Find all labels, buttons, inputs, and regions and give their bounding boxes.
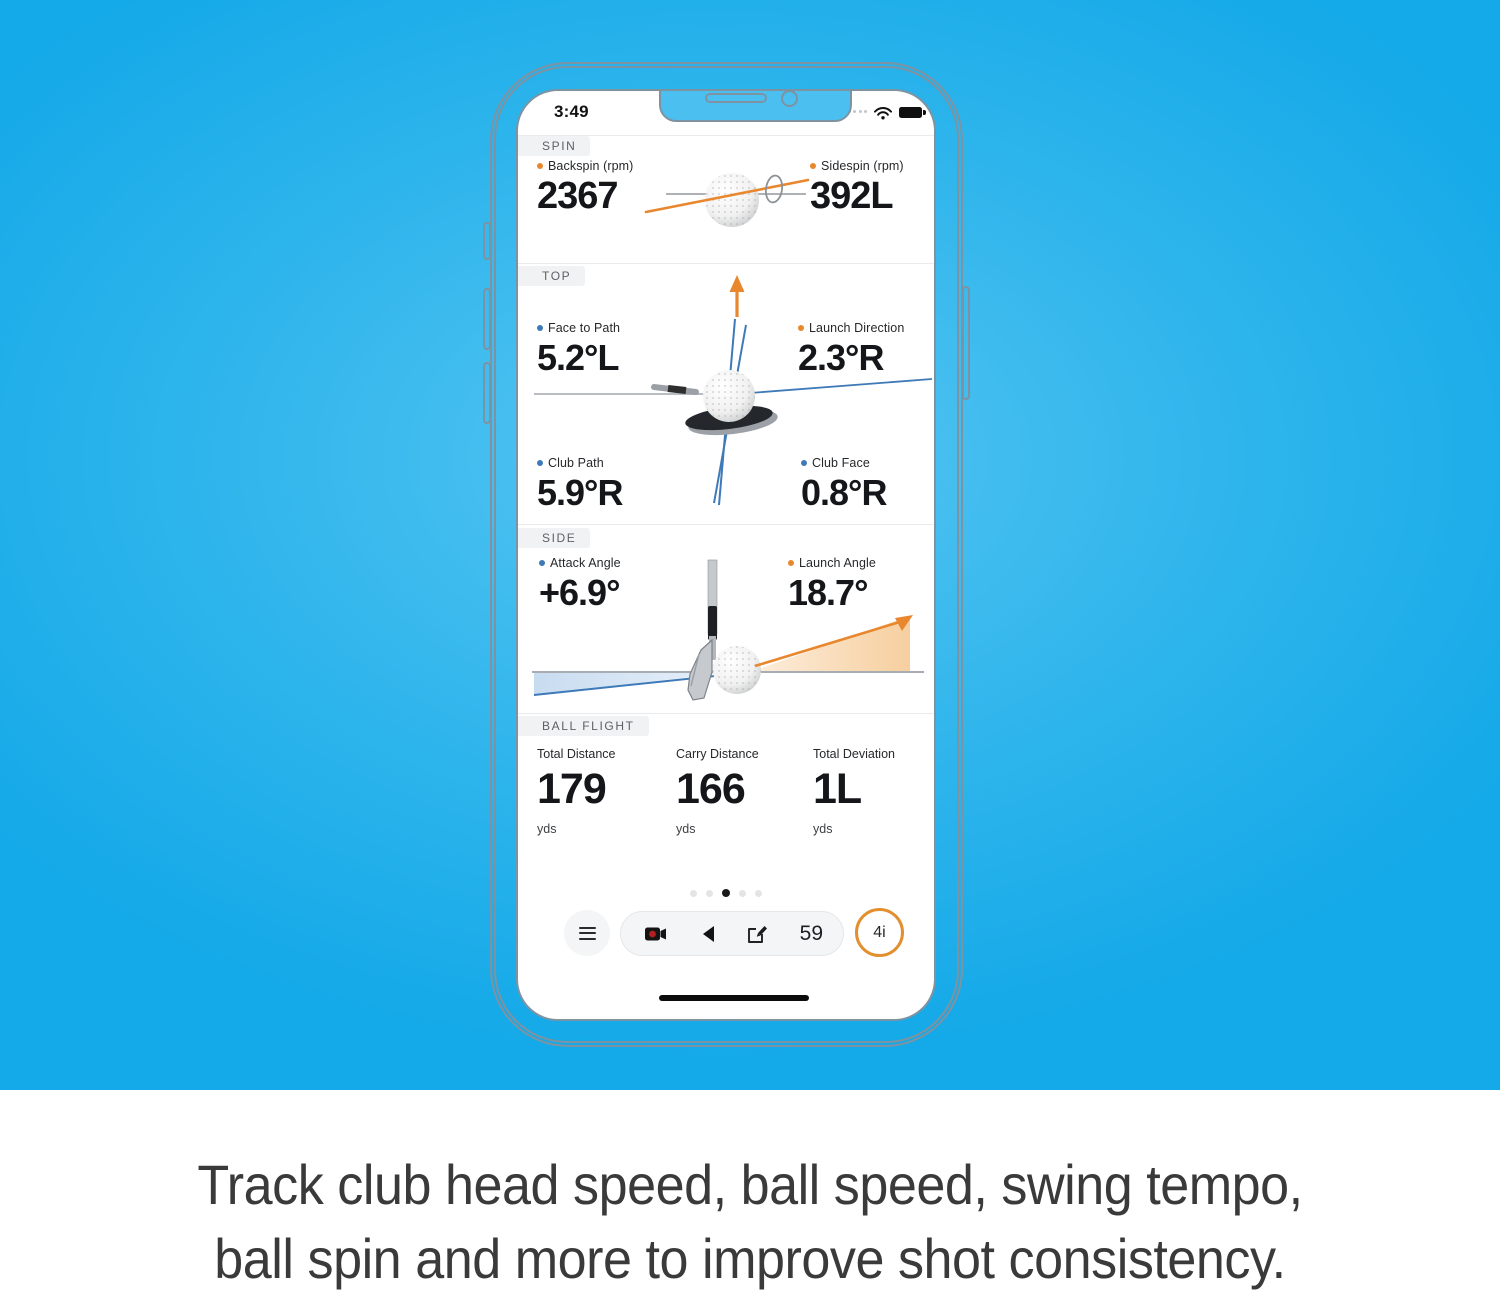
section-tag-top: TOP bbox=[518, 266, 586, 286]
wifi-icon bbox=[874, 107, 892, 120]
club-side-view-illustration bbox=[532, 559, 924, 701]
carry-distance-value: 166 bbox=[676, 765, 746, 813]
section-tag-side: SIDE bbox=[518, 528, 591, 548]
divider bbox=[518, 713, 934, 714]
total-distance-value: 179 bbox=[537, 765, 607, 813]
blue-dot-icon bbox=[537, 325, 543, 331]
divider bbox=[518, 524, 934, 525]
page-dot-active[interactable] bbox=[722, 889, 730, 897]
stat-backspin: Backspin (rpm) 2367 bbox=[537, 159, 634, 217]
stat-launch-angle: Launch Angle 18.7° bbox=[788, 556, 876, 613]
stat-carry-distance: Carry Distance 166 yds bbox=[676, 747, 759, 836]
status-bar: 3:49 bbox=[518, 91, 934, 136]
total-distance-unit: yds bbox=[537, 822, 557, 836]
divider bbox=[518, 135, 934, 136]
phone-shell-inner bbox=[494, 66, 959, 1043]
menu-icon bbox=[578, 926, 596, 929]
backspin-value: 2367 bbox=[537, 175, 619, 217]
stat-total-deviation: Total Deviation 1L yds bbox=[813, 747, 895, 836]
attack-angle-value: +6.9° bbox=[539, 572, 620, 613]
club-selector-button[interactable]: 4i bbox=[855, 908, 904, 957]
notch bbox=[659, 91, 852, 122]
stat-launch-direction: Launch Direction 2.3°R bbox=[798, 321, 905, 378]
launch-angle-value: 18.7° bbox=[788, 572, 868, 613]
front-camera-icon bbox=[781, 91, 798, 107]
section-tag-ball-flight: BALL FLIGHT bbox=[518, 716, 649, 736]
page-dot[interactable] bbox=[739, 889, 746, 897]
menu-button[interactable] bbox=[564, 910, 610, 956]
face-to-path-value: 5.2°L bbox=[537, 337, 619, 378]
battery-icon bbox=[899, 106, 926, 119]
clock-time: 3:49 bbox=[554, 102, 589, 121]
stat-attack-angle: Attack Angle +6.9° bbox=[539, 556, 621, 613]
phone-screen: 3:49 SPIN bbox=[516, 89, 936, 1021]
blue-dot-icon bbox=[801, 460, 807, 466]
earpiece-speaker bbox=[705, 93, 767, 103]
stat-total-distance: Total Distance 179 yds bbox=[537, 747, 616, 836]
phone-mockup: 3:49 SPIN bbox=[483, 62, 970, 1047]
caption-line-2: ball spin and more to improve shot consi… bbox=[214, 1227, 1286, 1290]
spin-axis-illustration bbox=[644, 173, 810, 227]
total-deviation-unit: yds bbox=[813, 822, 833, 836]
speaker-icon[interactable] bbox=[701, 925, 715, 943]
video-camera-icon[interactable] bbox=[645, 926, 669, 942]
stat-face-to-path: Face to Path 5.2°L bbox=[537, 321, 621, 378]
club-top-view-illustration bbox=[534, 275, 933, 506]
total-deviation-value: 1L bbox=[813, 765, 862, 813]
phone-shell-outer bbox=[490, 62, 963, 1047]
orange-dot-icon bbox=[788, 560, 794, 566]
sidespin-value: 392L bbox=[810, 175, 894, 217]
edit-icon[interactable] bbox=[746, 924, 768, 944]
orange-dot-icon bbox=[537, 163, 543, 169]
carry-distance-unit: yds bbox=[676, 822, 696, 836]
stat-club-path: Club Path 5.9°R bbox=[537, 456, 623, 513]
shot-counter[interactable]: 59 bbox=[799, 921, 823, 945]
home-indicator[interactable] bbox=[659, 995, 809, 1001]
club-face-value: 0.8°R bbox=[801, 472, 887, 513]
club-path-value: 5.9°R bbox=[537, 472, 623, 513]
section-tag-spin: SPIN bbox=[518, 136, 591, 156]
caption-text: Track club head speed, ball speed, swing… bbox=[53, 1148, 1448, 1296]
blue-dot-icon bbox=[537, 460, 543, 466]
toolbar: 59 bbox=[620, 911, 844, 956]
divider bbox=[518, 263, 934, 264]
orange-dot-icon bbox=[810, 163, 816, 169]
page-dot[interactable] bbox=[690, 889, 697, 897]
stat-club-face: Club Face 0.8°R bbox=[801, 456, 887, 513]
orange-dot-icon bbox=[798, 325, 804, 331]
power-button bbox=[962, 286, 970, 400]
stat-sidespin: Sidespin (rpm) 392L bbox=[810, 159, 904, 217]
page-dot[interactable] bbox=[755, 889, 762, 897]
caption-line-1: Track club head speed, ball speed, swing… bbox=[197, 1153, 1303, 1216]
page-dot[interactable] bbox=[706, 889, 713, 897]
page-indicator bbox=[518, 889, 934, 897]
blue-dot-icon bbox=[539, 560, 545, 566]
launch-direction-value: 2.3°R bbox=[798, 337, 884, 378]
